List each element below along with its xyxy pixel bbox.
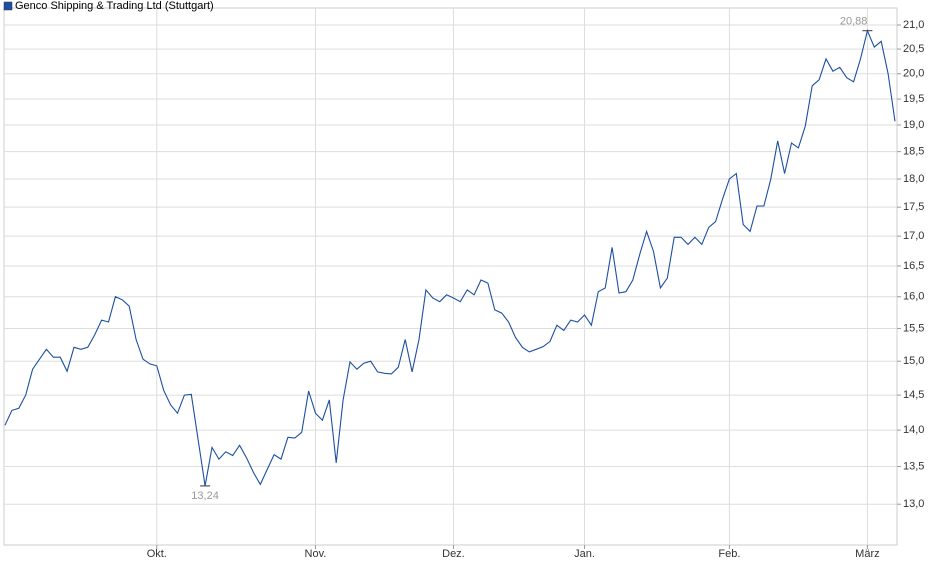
y-tick-label: 19,0 <box>903 119 924 131</box>
x-tick-label: Jan. <box>574 548 595 560</box>
y-tick-label: 17,0 <box>903 230 924 242</box>
plot-area <box>3 7 898 546</box>
y-tick-label: 20,0 <box>903 68 924 80</box>
y-tick-label: 14,0 <box>903 424 924 436</box>
x-tick-label: Feb. <box>718 548 740 560</box>
legend-swatch <box>3 1 13 11</box>
y-tick-label: 21,0 <box>903 19 924 31</box>
y-tick-label: 20,5 <box>903 43 924 55</box>
y-tick-label: 18,0 <box>903 173 924 185</box>
x-tick-label: März <box>855 548 879 560</box>
extreme-label: 13,24 <box>191 490 219 502</box>
y-tick-label: 14,5 <box>903 389 924 401</box>
y-tick-label: 16,0 <box>903 291 924 303</box>
price-line <box>4 28 896 486</box>
y-tick-label: 18,5 <box>903 146 924 158</box>
x-tick-label: Dez. <box>442 548 465 560</box>
x-tick-label: Nov. <box>305 548 327 560</box>
y-tick-label: 16,5 <box>903 260 924 272</box>
y-tick-label: 13,0 <box>903 498 924 510</box>
extreme-label: 20,88 <box>840 16 868 28</box>
y-tick-label: 17,5 <box>903 201 924 213</box>
y-tick-label: 19,5 <box>903 93 924 105</box>
x-tick-label: Okt. <box>147 548 167 560</box>
legend-label: Genco Shipping & Trading Ltd (Stuttgart) <box>15 0 214 12</box>
y-tick-label: 15,5 <box>903 322 924 334</box>
y-tick-label: 13,5 <box>903 460 924 472</box>
y-tick-label: 15,0 <box>903 355 924 367</box>
